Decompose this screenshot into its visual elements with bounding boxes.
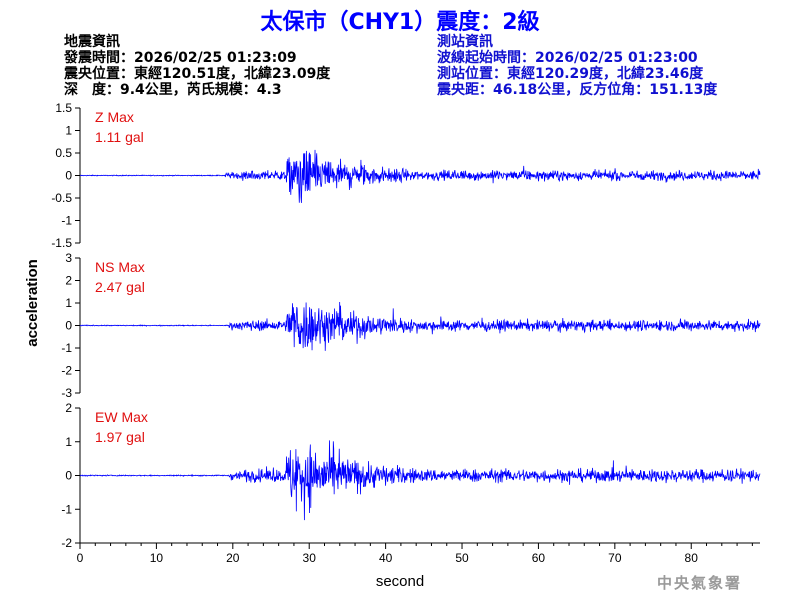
y-tick-label: -1 [61,214,72,228]
max-label-value: 1.11 gal [95,129,144,145]
panel-ew: 2 1 0 -1 -2 EW Max 1.97 gal [61,401,761,550]
station-distance: 震央距：46.18公里，反方位角：151.13度 [437,82,718,98]
agency-watermark: 中央氣象署 [657,574,743,592]
page-title: 太保市（CHY1）震度：2級 [260,10,540,35]
y-tick-label: 3 [65,251,72,265]
quake-info-heading: 地震資訊 [64,34,120,50]
station-wave-start: 波線起始時間：2026/02/25 01:23:00 [437,50,698,66]
waveform-ew [79,440,761,521]
x-tick-label: 30 [303,551,317,565]
station-location: 測站位置：東經120.29度，北緯23.46度 [437,66,704,82]
y-tick-label: 1 [65,296,72,310]
quake-time: 發震時間：2026/02/25 01:23:09 [64,50,297,66]
y-axis-label: acceleration [24,259,41,347]
max-label-value: 2.47 gal [95,279,145,295]
waveform-ns [79,301,761,351]
quake-depth-magnitude: 深 度：9.4公里，芮氏規模：4.3 [64,82,282,98]
y-tick-label: 2 [65,401,72,415]
panel-ns: 3 2 1 0 -1 -2 -3 NS Max 2.47 gal [61,251,761,400]
y-tick-label: -1.5 [51,236,72,250]
waveform-z [79,149,761,203]
y-tick-label: 2 [65,274,72,288]
max-label-value: 1.97 gal [95,429,145,445]
y-tick-label: 0 [65,469,72,483]
y-tick-label: 0 [65,319,72,333]
x-tick-label: 10 [150,551,164,565]
x-tick-label: 50 [455,551,469,565]
y-tick-label: -2 [61,536,72,550]
panel-z: 1.5 1 0.5 0 -0.5 -1 -1.5 Z Max 1.11 gal [51,101,761,250]
y-tick-label: -0.5 [51,191,72,205]
y-tick-label: 1 [65,124,72,138]
max-label-title: NS Max [95,259,145,275]
x-axis: 0 10 20 30 40 50 60 70 80 [77,542,760,565]
quake-epicenter: 震央位置：東經120.51度，北緯23.09度 [64,66,331,82]
x-tick-label: 60 [532,551,546,565]
y-tick-label: -1 [61,502,72,516]
station-info-block: 測站資訊 波線起始時間：2026/02/25 01:23:00 測站位置：東經1… [437,34,717,98]
y-tick-label: 1.5 [55,101,72,115]
station-info-heading: 測站資訊 [437,34,493,50]
x-tick-label: 40 [379,551,393,565]
x-tick-label: 80 [685,551,699,565]
x-tick-label: 20 [226,551,240,565]
panels-group: 1.5 1 0.5 0 -0.5 -1 -1.5 Z Max 1.11 gal 3 2 1 0 -1 -2 -… [51,101,761,550]
quake-info-block: 地震資訊 發震時間：2026/02/25 01:23:09 震央位置：東經120… [64,34,330,98]
y-tick-label: 0.5 [55,146,72,160]
y-tick-label: -3 [61,386,72,400]
y-tick-label: 0 [65,169,72,183]
y-tick-label: 1 [65,435,72,449]
x-tick-label: 0 [77,551,84,565]
y-tick-label: -2 [61,364,72,378]
max-label-title: EW Max [95,409,148,425]
y-tick-label: -1 [61,341,72,355]
max-label-title: Z Max [95,109,134,125]
x-axis-label: second [376,573,424,590]
x-tick-label: 70 [608,551,622,565]
